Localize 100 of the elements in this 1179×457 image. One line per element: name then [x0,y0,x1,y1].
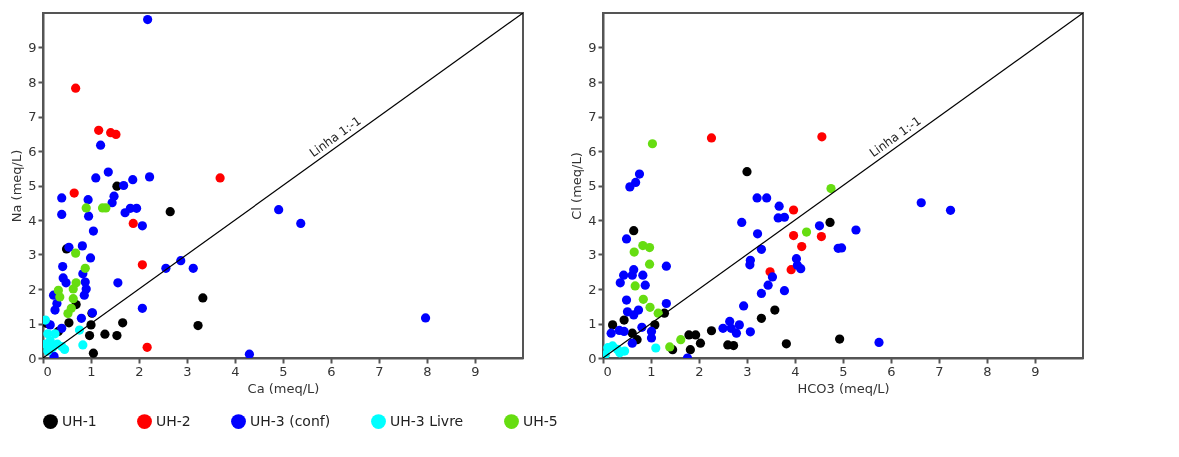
point [752,193,762,203]
point [742,167,752,177]
point [788,205,799,215]
x-tick-label: 5 [279,363,288,379]
point [627,270,637,280]
point [817,132,827,142]
point [630,281,640,291]
point [88,348,99,358]
point [691,330,701,340]
point [69,188,79,198]
point [128,218,138,229]
point [788,230,799,241]
point [706,133,717,143]
point [112,330,122,341]
point [118,318,128,328]
point [193,320,203,331]
y-axis-title: Na (meq/L) [9,149,25,223]
point [796,264,806,274]
point [94,125,104,135]
x-tick-label: 9 [471,363,480,379]
point [756,244,767,254]
point [629,226,639,236]
point [58,261,68,272]
point [63,308,73,319]
point [737,217,747,228]
point [661,298,671,309]
x-tick-label: 6 [887,363,896,379]
point [113,278,123,288]
point [71,248,81,258]
point [631,177,641,187]
point [68,294,78,304]
point [676,335,686,345]
point [661,261,671,271]
point [695,338,706,348]
point [619,270,629,280]
point [143,14,153,25]
point [81,203,91,213]
point [621,295,632,305]
point [88,226,99,236]
x-tick-label: 0 [603,363,612,379]
y-tick-label: 7 [28,109,37,124]
point [83,195,93,205]
point [85,253,96,263]
point [726,323,736,333]
x-axis-title: HCO3 (meq/L) [797,380,890,396]
x-tick-label: 7 [375,363,384,379]
point [825,217,835,228]
point [128,175,138,185]
legend-label: UH-2 [156,412,191,429]
point [640,280,650,290]
point [770,305,780,315]
point [647,139,658,149]
y-tick-label: 3 [28,247,37,262]
point [745,327,755,337]
point [651,343,661,353]
point [644,243,655,253]
point [638,294,648,304]
point [296,218,306,229]
point [83,211,94,221]
point [621,234,632,244]
y-tick-label: 6 [588,143,597,159]
point [638,270,648,280]
point [77,241,87,251]
point [781,339,791,349]
x-tick-label: 1 [87,363,96,379]
point [916,198,926,208]
legend-label: UH-3 Livre [390,412,464,429]
y-tick-label: 1 [588,316,597,331]
x-tick-label: 5 [839,363,848,379]
point [137,260,147,270]
point [752,229,763,239]
y-tick-label: 5 [588,178,597,193]
y-tick-label: 4 [588,212,597,228]
point [606,328,616,338]
x-tick-label: 9 [1031,363,1040,379]
y-tick-label: 2 [588,281,597,297]
point [767,272,778,282]
point [619,326,629,337]
point [734,320,744,330]
point [100,329,110,339]
point [61,278,71,288]
x-tick-label: 6 [327,363,336,379]
legend-label: UH-3 (conf) [250,412,331,429]
point [244,349,255,358]
y-tick-label: 3 [588,247,597,262]
x-tick-label: 8 [423,363,432,379]
point [814,221,825,231]
point [835,334,845,344]
y-tick-label: 5 [28,178,37,193]
point [165,207,175,217]
point [119,180,129,191]
x-tick-label: 0 [43,363,52,379]
point [607,320,618,330]
legend-label: UH-1 [62,412,97,429]
point [137,303,147,313]
point [634,169,645,179]
point [797,241,807,252]
point [64,318,74,328]
x-tick-label: 1 [647,363,656,379]
point [198,293,208,303]
